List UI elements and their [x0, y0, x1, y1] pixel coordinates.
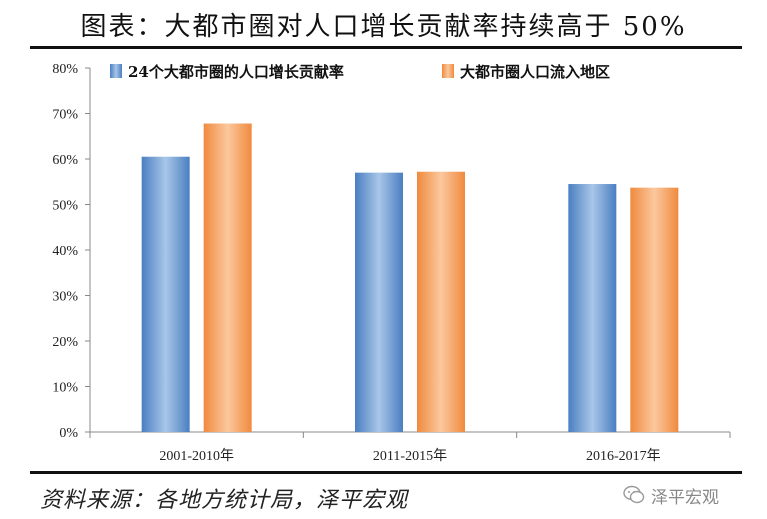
legend-swatch: [442, 64, 454, 78]
legend-label: 24个大都市圈的人口增长贡献率: [128, 63, 344, 81]
x-tick-label: 2001-2010年: [159, 448, 234, 464]
bar-series-2: [203, 123, 252, 432]
y-tick-label: 20%: [52, 335, 78, 350]
x-tick-label: 2016-2017年: [586, 448, 661, 464]
title-rule: [30, 46, 742, 49]
watermark-label: 泽平宏观: [651, 487, 719, 508]
y-tick-label: 50%: [52, 199, 78, 214]
watermark: 泽平宏观: [623, 482, 753, 508]
bar-chart: 0% 10% 20% 30% 40% 50% 60% 70% 80% 2001-2010年 201…: [52, 62, 731, 464]
bars: [141, 123, 679, 432]
y-tick-label: 40%: [52, 244, 78, 259]
source-note: 资料来源：各地方统计局，泽平宏观: [40, 488, 409, 513]
y-tick-label: 80%: [52, 62, 78, 77]
bar-series-2: [417, 171, 465, 432]
y-tick-label: 0%: [59, 426, 78, 441]
y-tick-label: 60%: [52, 153, 78, 168]
y-axis: 0% 10% 20% 30% 40% 50% 60% 70% 80%: [52, 62, 91, 441]
x-axis: 2001-2010年 2011-2015年 2016-2017年: [89, 431, 731, 464]
footer-rule: [30, 471, 742, 474]
y-tick-label: 30%: [52, 290, 78, 305]
bar-series-2: [630, 187, 679, 432]
legend: 24个大都市圈的人口增长贡献率 大都市圈人口流入地区: [110, 63, 610, 81]
legend-swatch: [110, 64, 122, 78]
bar-series-1: [568, 184, 617, 432]
wechat-icon: [623, 485, 645, 504]
bar-series-1: [355, 172, 403, 432]
bar-series-1: [141, 156, 190, 432]
x-tick-label: 2011-2015年: [373, 448, 447, 464]
legend-label: 大都市圈人口流入地区: [460, 63, 610, 81]
y-tick-label: 70%: [52, 108, 78, 123]
y-tick-label: 10%: [52, 381, 78, 396]
chart-title: 图表：大都市圈对人口增长贡献率持续高于 50%: [80, 12, 687, 42]
